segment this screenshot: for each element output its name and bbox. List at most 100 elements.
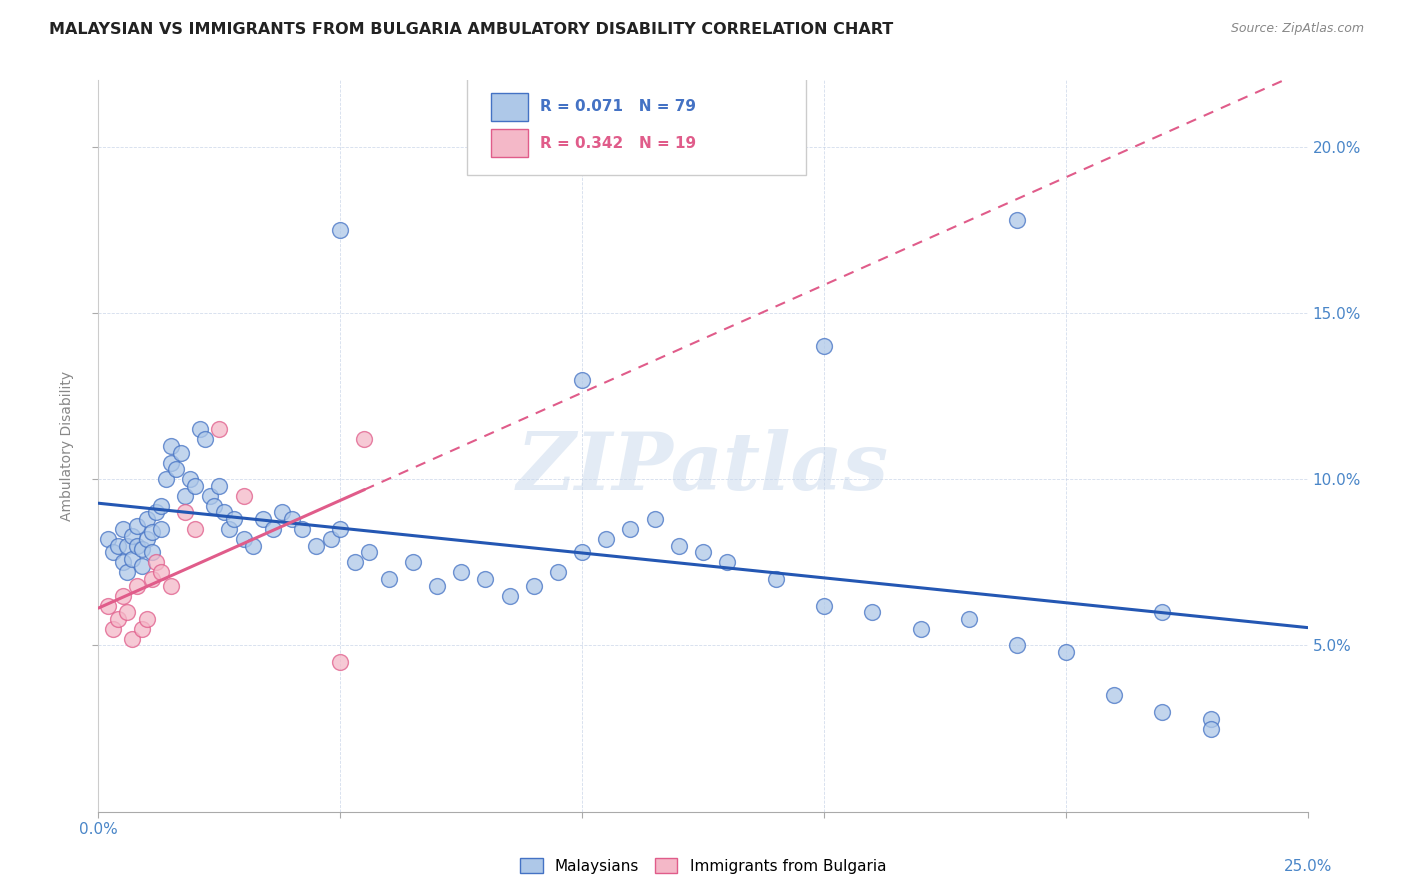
- Point: [319, 532, 342, 546]
- Point: [329, 223, 352, 237]
- Point: [450, 566, 472, 580]
- Point: [1054, 645, 1077, 659]
- Point: [160, 456, 183, 470]
- Point: [595, 532, 617, 546]
- Point: [117, 566, 139, 580]
- Point: [194, 433, 217, 447]
- Point: [111, 589, 134, 603]
- Point: [97, 532, 120, 546]
- Point: [523, 579, 546, 593]
- Point: [160, 439, 183, 453]
- Point: [813, 339, 835, 353]
- Point: [1199, 712, 1222, 726]
- Point: [145, 555, 167, 569]
- Bar: [492, 129, 527, 157]
- Point: [222, 512, 245, 526]
- Point: [165, 462, 187, 476]
- Point: [204, 499, 226, 513]
- Point: [377, 572, 399, 586]
- Point: [212, 506, 235, 520]
- Point: [547, 566, 569, 580]
- Point: [198, 489, 221, 503]
- Point: [232, 489, 254, 503]
- Point: [150, 522, 173, 536]
- Point: [329, 655, 352, 669]
- Point: [127, 539, 149, 553]
- Point: [127, 518, 149, 533]
- Point: [184, 522, 207, 536]
- Point: [353, 433, 375, 447]
- Point: [121, 552, 143, 566]
- Point: [117, 605, 139, 619]
- Point: [174, 489, 197, 503]
- Point: [107, 612, 129, 626]
- Point: [135, 532, 157, 546]
- Point: [571, 545, 593, 559]
- Point: [208, 422, 231, 436]
- Point: [145, 506, 167, 520]
- Point: [208, 479, 231, 493]
- Point: [271, 506, 294, 520]
- Point: [169, 445, 191, 459]
- Point: [1199, 722, 1222, 736]
- Text: R = 0.071   N = 79: R = 0.071 N = 79: [540, 99, 696, 114]
- Point: [252, 512, 274, 526]
- Point: [101, 545, 124, 559]
- Point: [644, 512, 666, 526]
- Point: [97, 599, 120, 613]
- Point: [860, 605, 883, 619]
- Text: Source: ZipAtlas.com: Source: ZipAtlas.com: [1230, 22, 1364, 36]
- Legend: Malaysians, Immigrants from Bulgaria: Malaysians, Immigrants from Bulgaria: [513, 852, 893, 880]
- Point: [179, 472, 201, 486]
- Point: [188, 422, 211, 436]
- Point: [111, 522, 134, 536]
- Point: [141, 545, 163, 559]
- Point: [141, 572, 163, 586]
- Text: R = 0.342   N = 19: R = 0.342 N = 19: [540, 136, 696, 151]
- Point: [305, 539, 328, 553]
- Point: [155, 472, 177, 486]
- Point: [160, 579, 183, 593]
- Point: [232, 532, 254, 546]
- Point: [131, 622, 153, 636]
- Point: [813, 599, 835, 613]
- Point: [668, 539, 690, 553]
- Point: [290, 522, 312, 536]
- Point: [150, 499, 173, 513]
- Point: [135, 512, 157, 526]
- Point: [692, 545, 714, 559]
- Point: [716, 555, 738, 569]
- Point: [218, 522, 240, 536]
- Point: [910, 622, 932, 636]
- Point: [184, 479, 207, 493]
- Point: [343, 555, 366, 569]
- Point: [101, 622, 124, 636]
- Point: [329, 522, 352, 536]
- Text: MALAYSIAN VS IMMIGRANTS FROM BULGARIA AMBULATORY DISABILITY CORRELATION CHART: MALAYSIAN VS IMMIGRANTS FROM BULGARIA AM…: [49, 22, 893, 37]
- Point: [1007, 213, 1029, 227]
- Y-axis label: Ambulatory Disability: Ambulatory Disability: [60, 371, 75, 521]
- Point: [498, 589, 520, 603]
- Point: [131, 542, 153, 557]
- Point: [242, 539, 264, 553]
- Bar: [492, 93, 527, 120]
- Point: [107, 539, 129, 553]
- Point: [121, 529, 143, 543]
- Point: [141, 525, 163, 540]
- Point: [117, 539, 139, 553]
- Point: [262, 522, 284, 536]
- Point: [135, 612, 157, 626]
- Text: 25.0%: 25.0%: [1284, 859, 1331, 874]
- Point: [1102, 689, 1125, 703]
- Text: ZIPatlas: ZIPatlas: [517, 429, 889, 507]
- Point: [111, 555, 134, 569]
- Point: [571, 372, 593, 386]
- Point: [131, 558, 153, 573]
- Point: [765, 572, 787, 586]
- Point: [121, 632, 143, 646]
- Point: [359, 545, 381, 559]
- Point: [1152, 605, 1174, 619]
- Point: [1007, 639, 1029, 653]
- Point: [474, 572, 496, 586]
- Point: [174, 506, 197, 520]
